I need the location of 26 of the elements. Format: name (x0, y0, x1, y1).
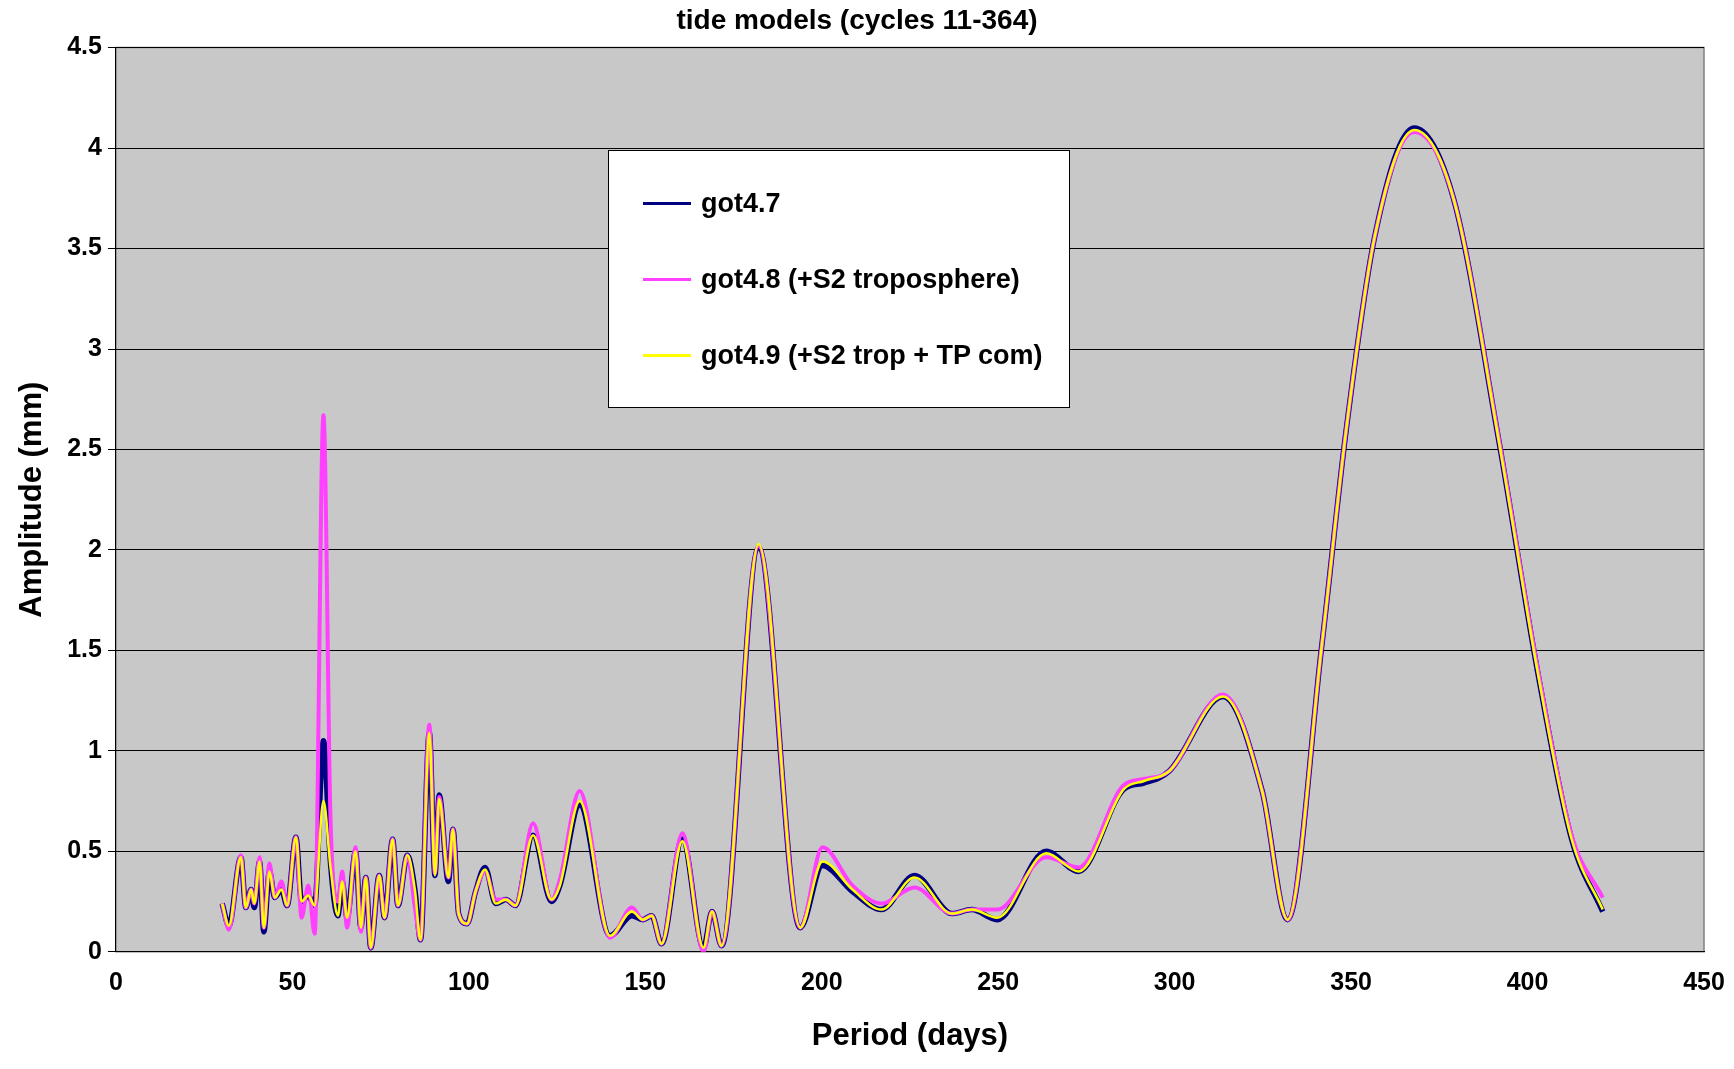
y-tick-label: 1 (88, 734, 103, 763)
y-tick-label: 0 (88, 935, 102, 964)
x-tick-label: 250 (977, 966, 1020, 995)
x-tick-label: 0 (109, 966, 123, 995)
x-axis-title: Period (days) (811, 1016, 1009, 1052)
y-tick-label: 2.5 (67, 433, 103, 462)
x-tick-label: 50 (278, 966, 307, 995)
y-tick-label: 3 (88, 332, 102, 361)
legend-label: got4.8 (+S2 troposphere) (701, 263, 1020, 295)
y-tick-label: 1.5 (67, 634, 103, 663)
x-tick-label: 100 (447, 966, 490, 995)
x-tick-label: 400 (1506, 966, 1549, 995)
x-tick-label: 450 (1683, 966, 1725, 995)
chart-title: tide models (cycles 11-364) (676, 3, 1038, 35)
legend-label: got4.7 (701, 187, 781, 219)
legend-label: got4.9 (+S2 trop + TP com) (701, 339, 1043, 371)
y-tick-label: 4.5 (67, 31, 103, 60)
y-tick-label: 4 (88, 131, 103, 160)
x-tick-label: 300 (1153, 966, 1196, 995)
x-tick-label: 150 (624, 966, 667, 995)
y-tick-label: 2 (88, 533, 102, 562)
y-tick-label: 0.5 (67, 835, 103, 864)
x-tick-label: 350 (1330, 966, 1372, 995)
y-axis-title: Amplitude (mm) (13, 381, 49, 618)
y-tick-label: 3.5 (67, 232, 103, 261)
x-tick-label: 200 (800, 966, 843, 995)
